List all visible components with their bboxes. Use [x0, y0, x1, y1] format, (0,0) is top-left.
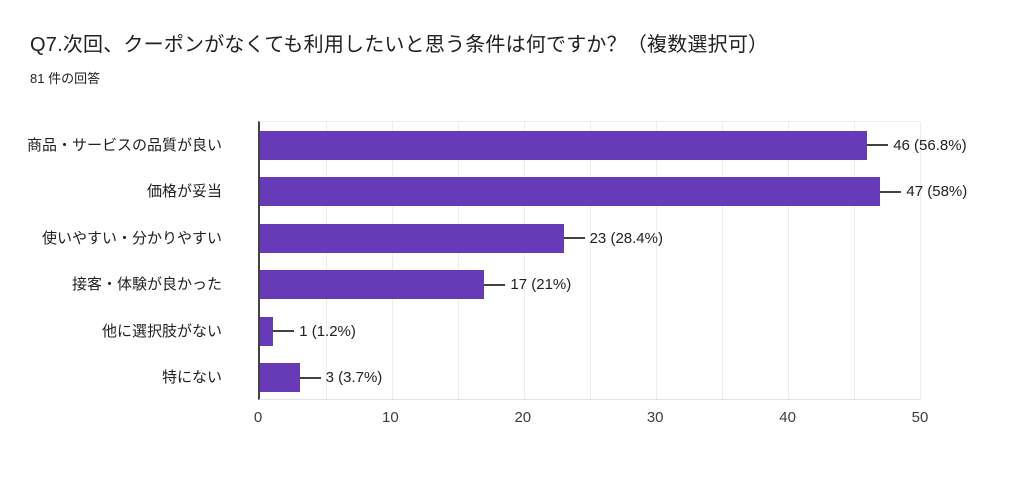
gridline	[326, 122, 327, 399]
gridline	[722, 122, 723, 399]
category-label: 接客・体験が良かった	[71, 276, 222, 294]
value-connector-line	[867, 144, 889, 147]
value-connector-line	[273, 330, 295, 333]
bar-row: 46 (56.8%)	[260, 122, 967, 169]
gridline	[590, 122, 591, 399]
category-label: 使いやすい・分かりやすい	[41, 229, 222, 247]
value-label: 1 (1.2%)	[299, 322, 356, 340]
value-connector-line	[880, 190, 902, 193]
chart-title: Q7.次回、クーポンがなくても利用したいと思う条件は何ですか？（複数選択可）	[30, 34, 769, 56]
x-tick-label: 30	[646, 409, 664, 426]
gridline	[920, 122, 921, 399]
value-label: 17 (21%)	[510, 276, 572, 294]
gridline	[656, 122, 657, 399]
x-tick-label: 0	[253, 409, 263, 426]
gridline	[392, 122, 393, 399]
value-connector-line	[299, 376, 321, 379]
chart-header: Q7.次回、クーポンがなくても利用したいと思う条件は何ですか？（複数選択可） 8…	[30, 28, 768, 87]
value-label: 46 (56.8%)	[893, 136, 967, 154]
bar-row: 23 (28.4%)	[260, 215, 920, 262]
gridline	[458, 122, 459, 399]
x-tick-label: 40	[779, 409, 796, 426]
bar	[260, 270, 485, 300]
value-label: 47 (58%)	[906, 183, 968, 201]
gridline	[854, 122, 855, 399]
category-labels-column: 商品・サービスの品質が良い 価格が妥当 使いやすい・分かりやすい 接客・体験が良…	[0, 121, 240, 400]
x-tick-label: 50	[911, 409, 929, 426]
category-label: 他に選択肢がない	[101, 322, 222, 340]
category-label: 価格が妥当	[146, 183, 222, 201]
value-connector-line	[484, 283, 506, 286]
x-tick-label: 20	[514, 409, 532, 426]
bar	[260, 223, 564, 253]
category-label: 商品・サービスの品質が良い	[26, 136, 222, 154]
response-count: 81 件の回答	[30, 71, 101, 86]
bar-row: 3 (3.7%)	[260, 355, 920, 402]
category-label: 特にない	[161, 369, 222, 387]
x-axis: 0 10 20 30 40 50	[254, 409, 929, 431]
x-tick-label: 10	[382, 409, 399, 426]
gridline	[788, 122, 789, 399]
value-label: 23 (28.4%)	[589, 229, 663, 247]
plot-area: 46 (56.8%) 47 (58%) 23 (28.4%) 17 (21%) …	[258, 121, 967, 402]
bar	[260, 130, 868, 160]
bar-row: 1 (1.2%)	[260, 308, 920, 355]
bar	[260, 363, 300, 393]
bar	[260, 177, 881, 207]
value-label: 3 (3.7%)	[325, 369, 383, 387]
gridline	[524, 122, 525, 399]
bar-row: 47 (58%)	[260, 169, 967, 216]
value-connector-line	[563, 237, 585, 240]
bar	[260, 316, 274, 346]
bar-row: 17 (21%)	[260, 262, 920, 309]
